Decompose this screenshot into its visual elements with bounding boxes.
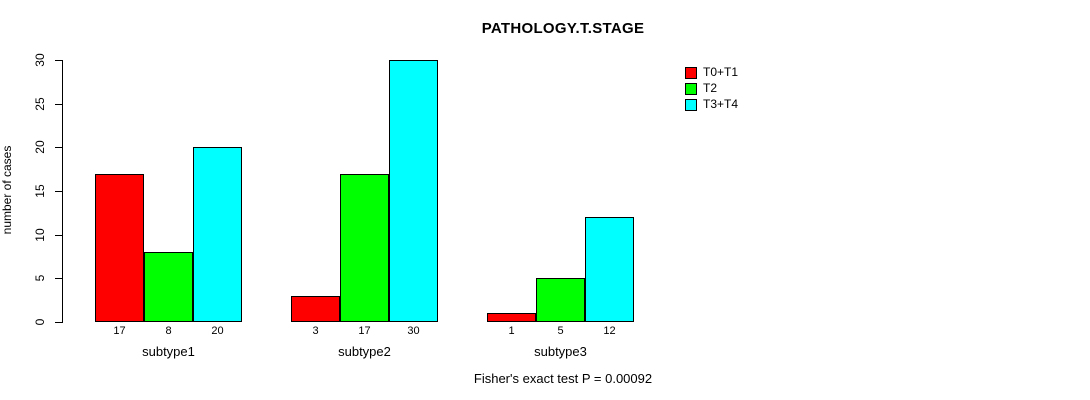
y-axis-tick-label: 5 xyxy=(33,274,47,282)
legend-item: T2 xyxy=(685,81,738,96)
y-axis-title: number of cases xyxy=(0,145,14,235)
bar-value-label: 20 xyxy=(211,325,224,337)
y-axis-tick-label: 20 xyxy=(33,140,47,154)
y-axis-tick xyxy=(55,60,62,61)
bar-t0-t1-subtype2 xyxy=(291,296,340,322)
x-axis-category-label: subtype3 xyxy=(534,344,587,359)
legend-swatch-red xyxy=(685,66,697,79)
legend: T0+T1 T2 T3+T4 xyxy=(685,65,738,113)
y-axis-tick xyxy=(55,235,62,236)
chart-title: PATHOLOGY.T.STAGE xyxy=(481,20,645,37)
y-axis-line xyxy=(62,60,63,323)
bar-t0-t1-subtype3 xyxy=(487,313,536,322)
bar-value-label: 17 xyxy=(113,325,126,337)
x-axis-category-label: subtype2 xyxy=(338,344,391,359)
bar-t3-t4-subtype3 xyxy=(585,217,634,322)
bar-t0-t1-subtype1 xyxy=(95,174,144,322)
y-axis-tick-label: 0 xyxy=(33,318,47,326)
legend-item: T0+T1 xyxy=(685,65,738,80)
legend-swatch-green xyxy=(685,82,697,95)
legend-label: T2 xyxy=(703,81,718,95)
bar-t2-subtype3 xyxy=(536,278,585,322)
legend-swatch-cyan xyxy=(685,98,697,111)
bar-value-label: 30 xyxy=(407,325,420,337)
bar-value-label: 5 xyxy=(557,325,564,337)
bar-value-label: 17 xyxy=(358,325,371,337)
y-axis-tick-label: 15 xyxy=(33,184,47,198)
bar-value-label: 3 xyxy=(312,325,319,337)
y-axis-tick-label: 30 xyxy=(33,53,47,67)
bar-value-label: 8 xyxy=(165,325,172,337)
bar-t2-subtype1 xyxy=(144,252,193,322)
bar-t2-subtype2 xyxy=(340,174,389,322)
y-axis-tick xyxy=(55,147,62,148)
bar-value-label: 1 xyxy=(508,325,515,337)
y-axis-tick xyxy=(55,104,62,105)
x-axis-category-label: subtype1 xyxy=(142,344,195,359)
annotation-text: Fisher's exact test P = 0.00092 xyxy=(473,371,653,386)
legend-label: T0+T1 xyxy=(703,65,739,79)
legend-label: T3+T4 xyxy=(703,97,739,111)
y-axis-tick xyxy=(55,322,62,323)
y-axis-tick-label: 10 xyxy=(33,228,47,242)
legend-item: T3+T4 xyxy=(685,97,738,112)
y-axis-tick xyxy=(55,191,62,192)
y-axis-tick-label: 25 xyxy=(33,97,47,111)
bar-t3-t4-subtype1 xyxy=(193,147,242,322)
y-axis-tick xyxy=(55,278,62,279)
bar-value-label: 12 xyxy=(603,325,616,337)
bar-t3-t4-subtype2 xyxy=(389,60,438,322)
